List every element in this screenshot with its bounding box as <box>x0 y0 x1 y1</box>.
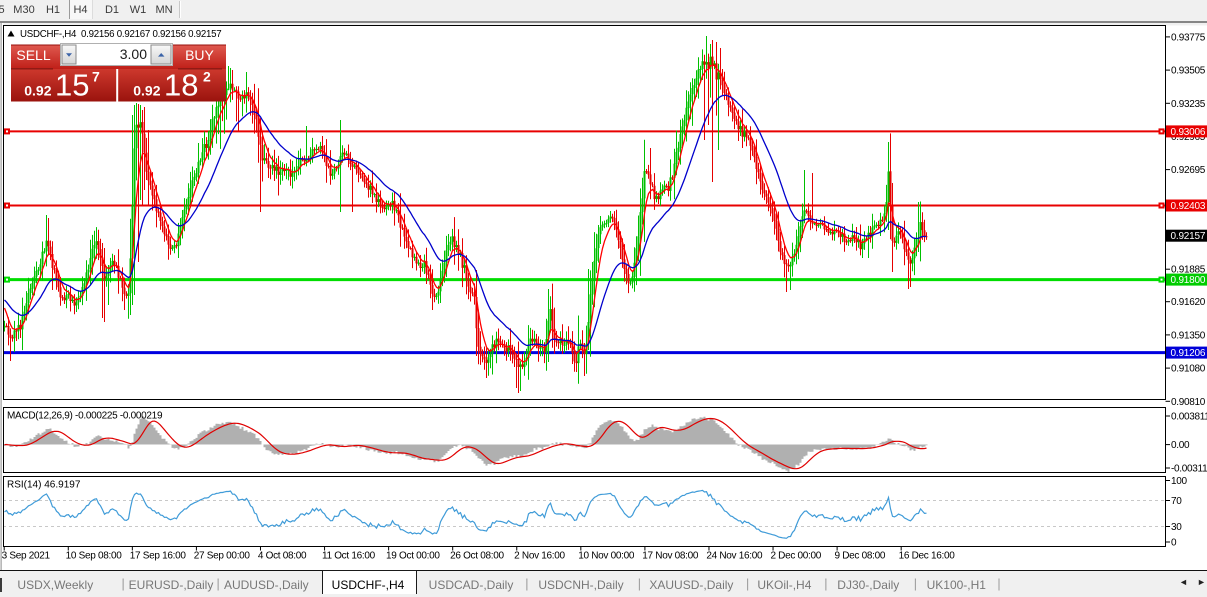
svg-text:7: 7 <box>92 69 100 85</box>
svg-text:0.91350: 0.91350 <box>1171 330 1206 341</box>
svg-text:0.93006: 0.93006 <box>1171 127 1206 138</box>
svg-text:10 Nov 00:00: 10 Nov 00:00 <box>578 551 635 562</box>
svg-text:15: 15 <box>55 68 89 103</box>
svg-text:24 Nov 16:00: 24 Nov 16:00 <box>706 551 763 562</box>
svg-text:0.93505: 0.93505 <box>1171 66 1206 77</box>
svg-text:27 Sep 00:00: 27 Sep 00:00 <box>194 551 251 562</box>
svg-text:2 Nov 16:00: 2 Nov 16:00 <box>514 551 565 562</box>
svg-text:0: 0 <box>1171 538 1177 549</box>
svg-text:2 Dec 00:00: 2 Dec 00:00 <box>770 551 821 562</box>
svg-text:30: 30 <box>1171 522 1182 533</box>
svg-text:0.92403: 0.92403 <box>1171 201 1206 212</box>
svg-text:0.93775: 0.93775 <box>1171 32 1206 43</box>
svg-text:2: 2 <box>203 69 211 85</box>
svg-text:MACD(12,26,9) -0.000225 -0.000: MACD(12,26,9) -0.000225 -0.000219 <box>7 411 163 422</box>
svg-text:0.003811: 0.003811 <box>1171 412 1207 423</box>
svg-text:0.91620: 0.91620 <box>1171 297 1206 308</box>
svg-text:4 Oct 08:00: 4 Oct 08:00 <box>258 551 307 562</box>
svg-text:0.92: 0.92 <box>133 83 160 99</box>
svg-text:11 Oct 16:00: 11 Oct 16:00 <box>322 551 376 562</box>
svg-text:9 Dec 08:00: 9 Dec 08:00 <box>835 551 886 562</box>
svg-text:0.92: 0.92 <box>24 83 51 99</box>
svg-text:BUY: BUY <box>185 47 214 63</box>
svg-text:10 Sep 08:00: 10 Sep 08:00 <box>66 551 123 562</box>
svg-text:3.00: 3.00 <box>120 46 147 62</box>
svg-text:70: 70 <box>1171 496 1182 507</box>
svg-text:0.91885: 0.91885 <box>1171 265 1206 276</box>
svg-text:0.91080: 0.91080 <box>1171 364 1206 375</box>
svg-text:26 Oct 08:00: 26 Oct 08:00 <box>450 551 504 562</box>
svg-text:0.90810: 0.90810 <box>1171 397 1206 408</box>
svg-text:0.92695: 0.92695 <box>1171 165 1206 176</box>
svg-text:0.91800: 0.91800 <box>1171 275 1206 286</box>
svg-text:0.92157: 0.92157 <box>1171 231 1206 242</box>
svg-text:0.00: 0.00 <box>1171 440 1190 451</box>
svg-text:19 Oct 00:00: 19 Oct 00:00 <box>386 551 440 562</box>
svg-text:3 Sep 2021: 3 Sep 2021 <box>2 551 51 562</box>
svg-text:100: 100 <box>1171 476 1188 487</box>
svg-text:0.93235: 0.93235 <box>1171 99 1206 110</box>
svg-text:-0.003115: -0.003115 <box>1171 464 1207 475</box>
svg-text:18: 18 <box>164 68 198 103</box>
svg-text:17 Sep 16:00: 17 Sep 16:00 <box>130 551 187 562</box>
svg-text:SELL: SELL <box>16 47 50 63</box>
svg-text:0.91206: 0.91206 <box>1171 348 1206 359</box>
svg-text:16 Dec 16:00: 16 Dec 16:00 <box>899 551 956 562</box>
svg-text:RSI(14) 46.9197: RSI(14) 46.9197 <box>7 480 81 491</box>
svg-text:17 Nov 08:00: 17 Nov 08:00 <box>642 551 699 562</box>
svg-text:USDCHF-,H4 0.92156 0.92167 0.: USDCHF-,H4 0.92156 0.92167 0.92156 0.921… <box>20 29 221 40</box>
